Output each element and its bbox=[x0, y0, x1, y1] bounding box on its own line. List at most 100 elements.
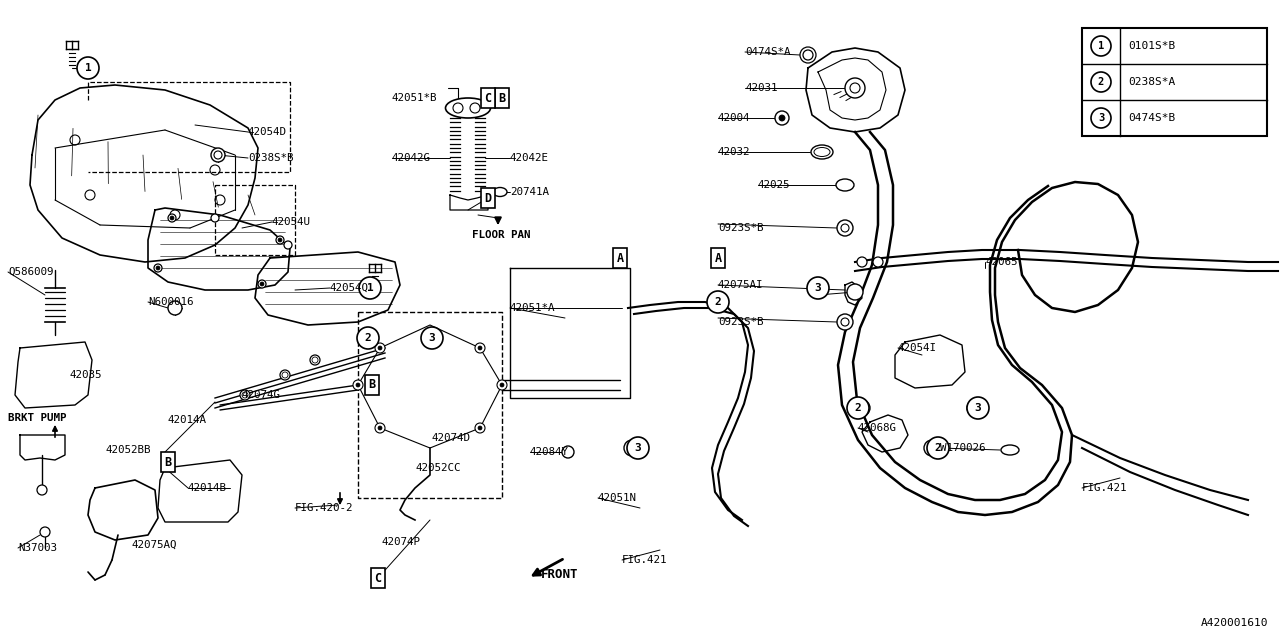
Circle shape bbox=[873, 257, 883, 267]
Circle shape bbox=[780, 115, 785, 121]
Circle shape bbox=[1091, 108, 1111, 128]
Circle shape bbox=[154, 264, 163, 272]
Text: 42054D: 42054D bbox=[248, 127, 287, 137]
Text: 42042G: 42042G bbox=[392, 153, 431, 163]
Text: 42035: 42035 bbox=[70, 370, 102, 380]
Circle shape bbox=[497, 380, 507, 390]
Text: 42042E: 42042E bbox=[509, 153, 549, 163]
Circle shape bbox=[211, 214, 219, 222]
Text: Q586009: Q586009 bbox=[8, 267, 54, 277]
Circle shape bbox=[927, 437, 948, 459]
Text: 20741A: 20741A bbox=[509, 187, 549, 197]
Circle shape bbox=[845, 78, 865, 98]
Circle shape bbox=[847, 397, 869, 419]
Circle shape bbox=[1091, 36, 1111, 56]
Ellipse shape bbox=[493, 188, 507, 196]
Circle shape bbox=[211, 148, 225, 162]
Circle shape bbox=[847, 284, 863, 300]
Circle shape bbox=[562, 446, 573, 458]
Text: 1: 1 bbox=[1098, 41, 1105, 51]
Circle shape bbox=[837, 220, 852, 236]
Circle shape bbox=[477, 346, 483, 350]
Text: 42052BB: 42052BB bbox=[105, 445, 151, 455]
Text: 42054U: 42054U bbox=[273, 217, 311, 227]
Text: 42075AQ: 42075AQ bbox=[132, 540, 178, 550]
Circle shape bbox=[168, 214, 177, 222]
Circle shape bbox=[357, 327, 379, 349]
Text: 42068G: 42068G bbox=[858, 423, 897, 433]
Ellipse shape bbox=[812, 145, 833, 159]
Text: 42074G: 42074G bbox=[242, 390, 282, 400]
Text: 3: 3 bbox=[974, 403, 982, 413]
Circle shape bbox=[803, 50, 813, 60]
Circle shape bbox=[40, 527, 50, 537]
Text: 3: 3 bbox=[635, 443, 641, 453]
Text: N600016: N600016 bbox=[148, 297, 193, 307]
Circle shape bbox=[280, 370, 291, 380]
Circle shape bbox=[356, 383, 360, 387]
Circle shape bbox=[358, 277, 381, 299]
Text: 2: 2 bbox=[934, 443, 941, 453]
Text: 42054Q: 42054Q bbox=[330, 283, 369, 293]
Text: 42075AI: 42075AI bbox=[718, 280, 763, 290]
Text: FIG.421: FIG.421 bbox=[1082, 483, 1128, 493]
Text: 42031: 42031 bbox=[745, 83, 777, 93]
Circle shape bbox=[924, 440, 940, 456]
Circle shape bbox=[477, 426, 483, 430]
Text: C: C bbox=[375, 572, 381, 584]
Text: 3: 3 bbox=[814, 283, 822, 293]
Text: 3: 3 bbox=[1098, 113, 1105, 123]
Text: 42051N: 42051N bbox=[598, 493, 637, 503]
Text: 0923S*B: 0923S*B bbox=[718, 223, 763, 233]
Text: 42032: 42032 bbox=[718, 147, 750, 157]
Text: 42051*A: 42051*A bbox=[509, 303, 556, 313]
Text: 42084Y: 42084Y bbox=[530, 447, 570, 457]
Text: 0238S*A: 0238S*A bbox=[1128, 77, 1175, 87]
Text: 1: 1 bbox=[366, 283, 374, 293]
Text: 42004: 42004 bbox=[718, 113, 750, 123]
Text: 42065: 42065 bbox=[986, 257, 1018, 267]
Text: A: A bbox=[714, 252, 722, 264]
Circle shape bbox=[966, 400, 983, 416]
Text: 42014A: 42014A bbox=[168, 415, 207, 425]
Text: A: A bbox=[617, 252, 623, 264]
Text: FIG.421: FIG.421 bbox=[622, 555, 667, 565]
Text: 0923S*B: 0923S*B bbox=[718, 317, 763, 327]
Ellipse shape bbox=[814, 147, 829, 157]
Text: W170026: W170026 bbox=[940, 443, 986, 453]
Text: B: B bbox=[369, 378, 375, 392]
Text: FRONT: FRONT bbox=[541, 568, 579, 582]
Circle shape bbox=[858, 257, 867, 267]
Circle shape bbox=[475, 343, 485, 353]
Circle shape bbox=[806, 277, 829, 299]
Ellipse shape bbox=[445, 98, 490, 118]
Circle shape bbox=[475, 423, 485, 433]
Text: 1: 1 bbox=[84, 63, 91, 73]
Circle shape bbox=[170, 216, 174, 220]
Circle shape bbox=[627, 437, 649, 459]
Text: 42014B: 42014B bbox=[188, 483, 227, 493]
Text: A420001610: A420001610 bbox=[1201, 618, 1268, 628]
Circle shape bbox=[375, 343, 385, 353]
Text: B: B bbox=[164, 456, 172, 468]
Circle shape bbox=[1091, 72, 1111, 92]
Text: 0474S*B: 0474S*B bbox=[1128, 113, 1175, 123]
Text: FLOOR PAN: FLOOR PAN bbox=[472, 230, 530, 240]
Ellipse shape bbox=[1001, 445, 1019, 455]
Circle shape bbox=[421, 327, 443, 349]
Text: FIG.420-2: FIG.420-2 bbox=[294, 503, 353, 513]
Text: 2: 2 bbox=[855, 403, 861, 413]
Circle shape bbox=[837, 314, 852, 330]
Text: D: D bbox=[484, 191, 492, 205]
Circle shape bbox=[260, 282, 264, 286]
Text: 42025: 42025 bbox=[758, 180, 791, 190]
Circle shape bbox=[278, 238, 282, 242]
Circle shape bbox=[707, 291, 730, 313]
Ellipse shape bbox=[836, 179, 854, 191]
Circle shape bbox=[77, 57, 99, 79]
Text: C: C bbox=[484, 92, 492, 104]
Circle shape bbox=[625, 440, 640, 456]
Text: 2: 2 bbox=[1098, 77, 1105, 87]
Circle shape bbox=[310, 355, 320, 365]
Text: 42052CC: 42052CC bbox=[415, 463, 461, 473]
